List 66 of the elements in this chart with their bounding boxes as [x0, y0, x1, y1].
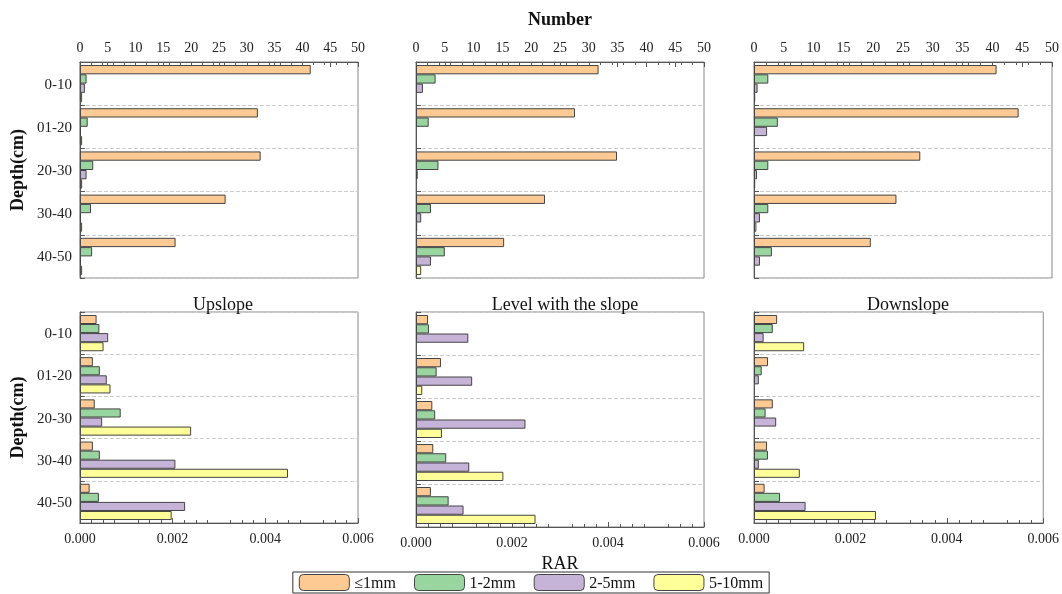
x-tick-label: 0.000: [64, 530, 96, 546]
x-tick-label: 5: [441, 39, 449, 55]
y-tick-label: 01-20: [36, 367, 72, 384]
x-tick-label: 20: [524, 39, 539, 55]
x-tick-label: 0.004: [931, 530, 963, 546]
x-tick-label: 25: [553, 39, 567, 55]
x-tick-label: 0: [750, 39, 758, 55]
x-tick-label: 30: [581, 39, 596, 55]
x-tick-label: 0.004: [592, 534, 624, 550]
x-tick-label: 5: [104, 39, 112, 55]
chart-title: Downslope: [867, 294, 949, 314]
legend-label: 1-2mm: [469, 574, 517, 591]
x-tick-label: 0.002: [156, 530, 189, 546]
x-tick-label: 15: [495, 39, 510, 55]
x-tick-label: 0.006: [342, 530, 374, 546]
x-tick-label: 15: [836, 39, 851, 55]
x-tick-label: 45: [323, 39, 338, 55]
x-tick-label: 25: [211, 39, 226, 55]
y-tick-label: 40-50: [36, 248, 72, 265]
x-tick-label: 5: [780, 39, 788, 55]
y-tick-label: 30-40: [36, 451, 72, 468]
x-tick-label: 45: [1015, 39, 1030, 55]
y-tick-label: 30-40: [36, 205, 72, 222]
chart-title: Level with the slope: [491, 294, 639, 314]
x-tick-label: 0.002: [834, 530, 867, 546]
x-tick-label: 10: [466, 39, 481, 55]
y-tick-label: 20-30: [36, 162, 72, 178]
x-tick-label: 20: [866, 39, 881, 55]
x-tick-label: 25: [896, 39, 910, 55]
y-tick-label: 20-30: [36, 409, 72, 426]
x-tick-label: 0: [76, 39, 84, 55]
x-tick-label: 35: [610, 39, 625, 55]
x-axis-title: RAR: [541, 552, 579, 573]
x-tick-label: 0.006: [688, 534, 720, 550]
x-tick-label: 45: [668, 39, 683, 55]
y-axis-title: Depth(cm): [7, 129, 28, 211]
x-tick-label: 20: [184, 39, 199, 55]
x-axis-title: Number: [528, 9, 592, 29]
x-tick-label: 50: [351, 39, 365, 55]
chart-title: Upslope: [193, 294, 253, 314]
x-tick-label: 0: [412, 39, 420, 55]
x-tick-label: 0.000: [400, 534, 432, 550]
y-tick-label: 01-20: [36, 118, 72, 135]
x-tick-label: 0.000: [738, 530, 770, 546]
legend-label: 2-5mm: [589, 574, 636, 591]
legend-label: ≤1mm: [354, 574, 397, 591]
x-tick-label: 0.004: [249, 530, 282, 546]
x-tick-label: 0.002: [496, 534, 528, 550]
x-tick-label: 50: [697, 39, 711, 55]
x-tick-label: 40: [295, 39, 310, 55]
y-tick-label: 0-10: [44, 325, 72, 342]
y-tick-label: 0-10: [44, 75, 72, 92]
x-tick-label: 35: [955, 39, 970, 55]
x-tick-label: 35: [267, 39, 282, 55]
x-tick-label: 30: [239, 39, 254, 55]
x-tick-label: 30: [925, 39, 940, 55]
y-tick-label: 40-50: [36, 493, 72, 510]
x-tick-label: 40: [985, 39, 1000, 55]
y-axis-title: Depth(cm): [7, 376, 28, 459]
x-tick-label: 50: [1045, 39, 1059, 55]
x-tick-label: 10: [806, 39, 821, 55]
legend-label: 5-10mm: [708, 574, 764, 591]
x-tick-label: 15: [156, 39, 171, 55]
x-tick-label: 40: [639, 39, 654, 55]
x-tick-label: 10: [128, 39, 143, 55]
x-tick-label: 0.006: [1027, 530, 1059, 546]
